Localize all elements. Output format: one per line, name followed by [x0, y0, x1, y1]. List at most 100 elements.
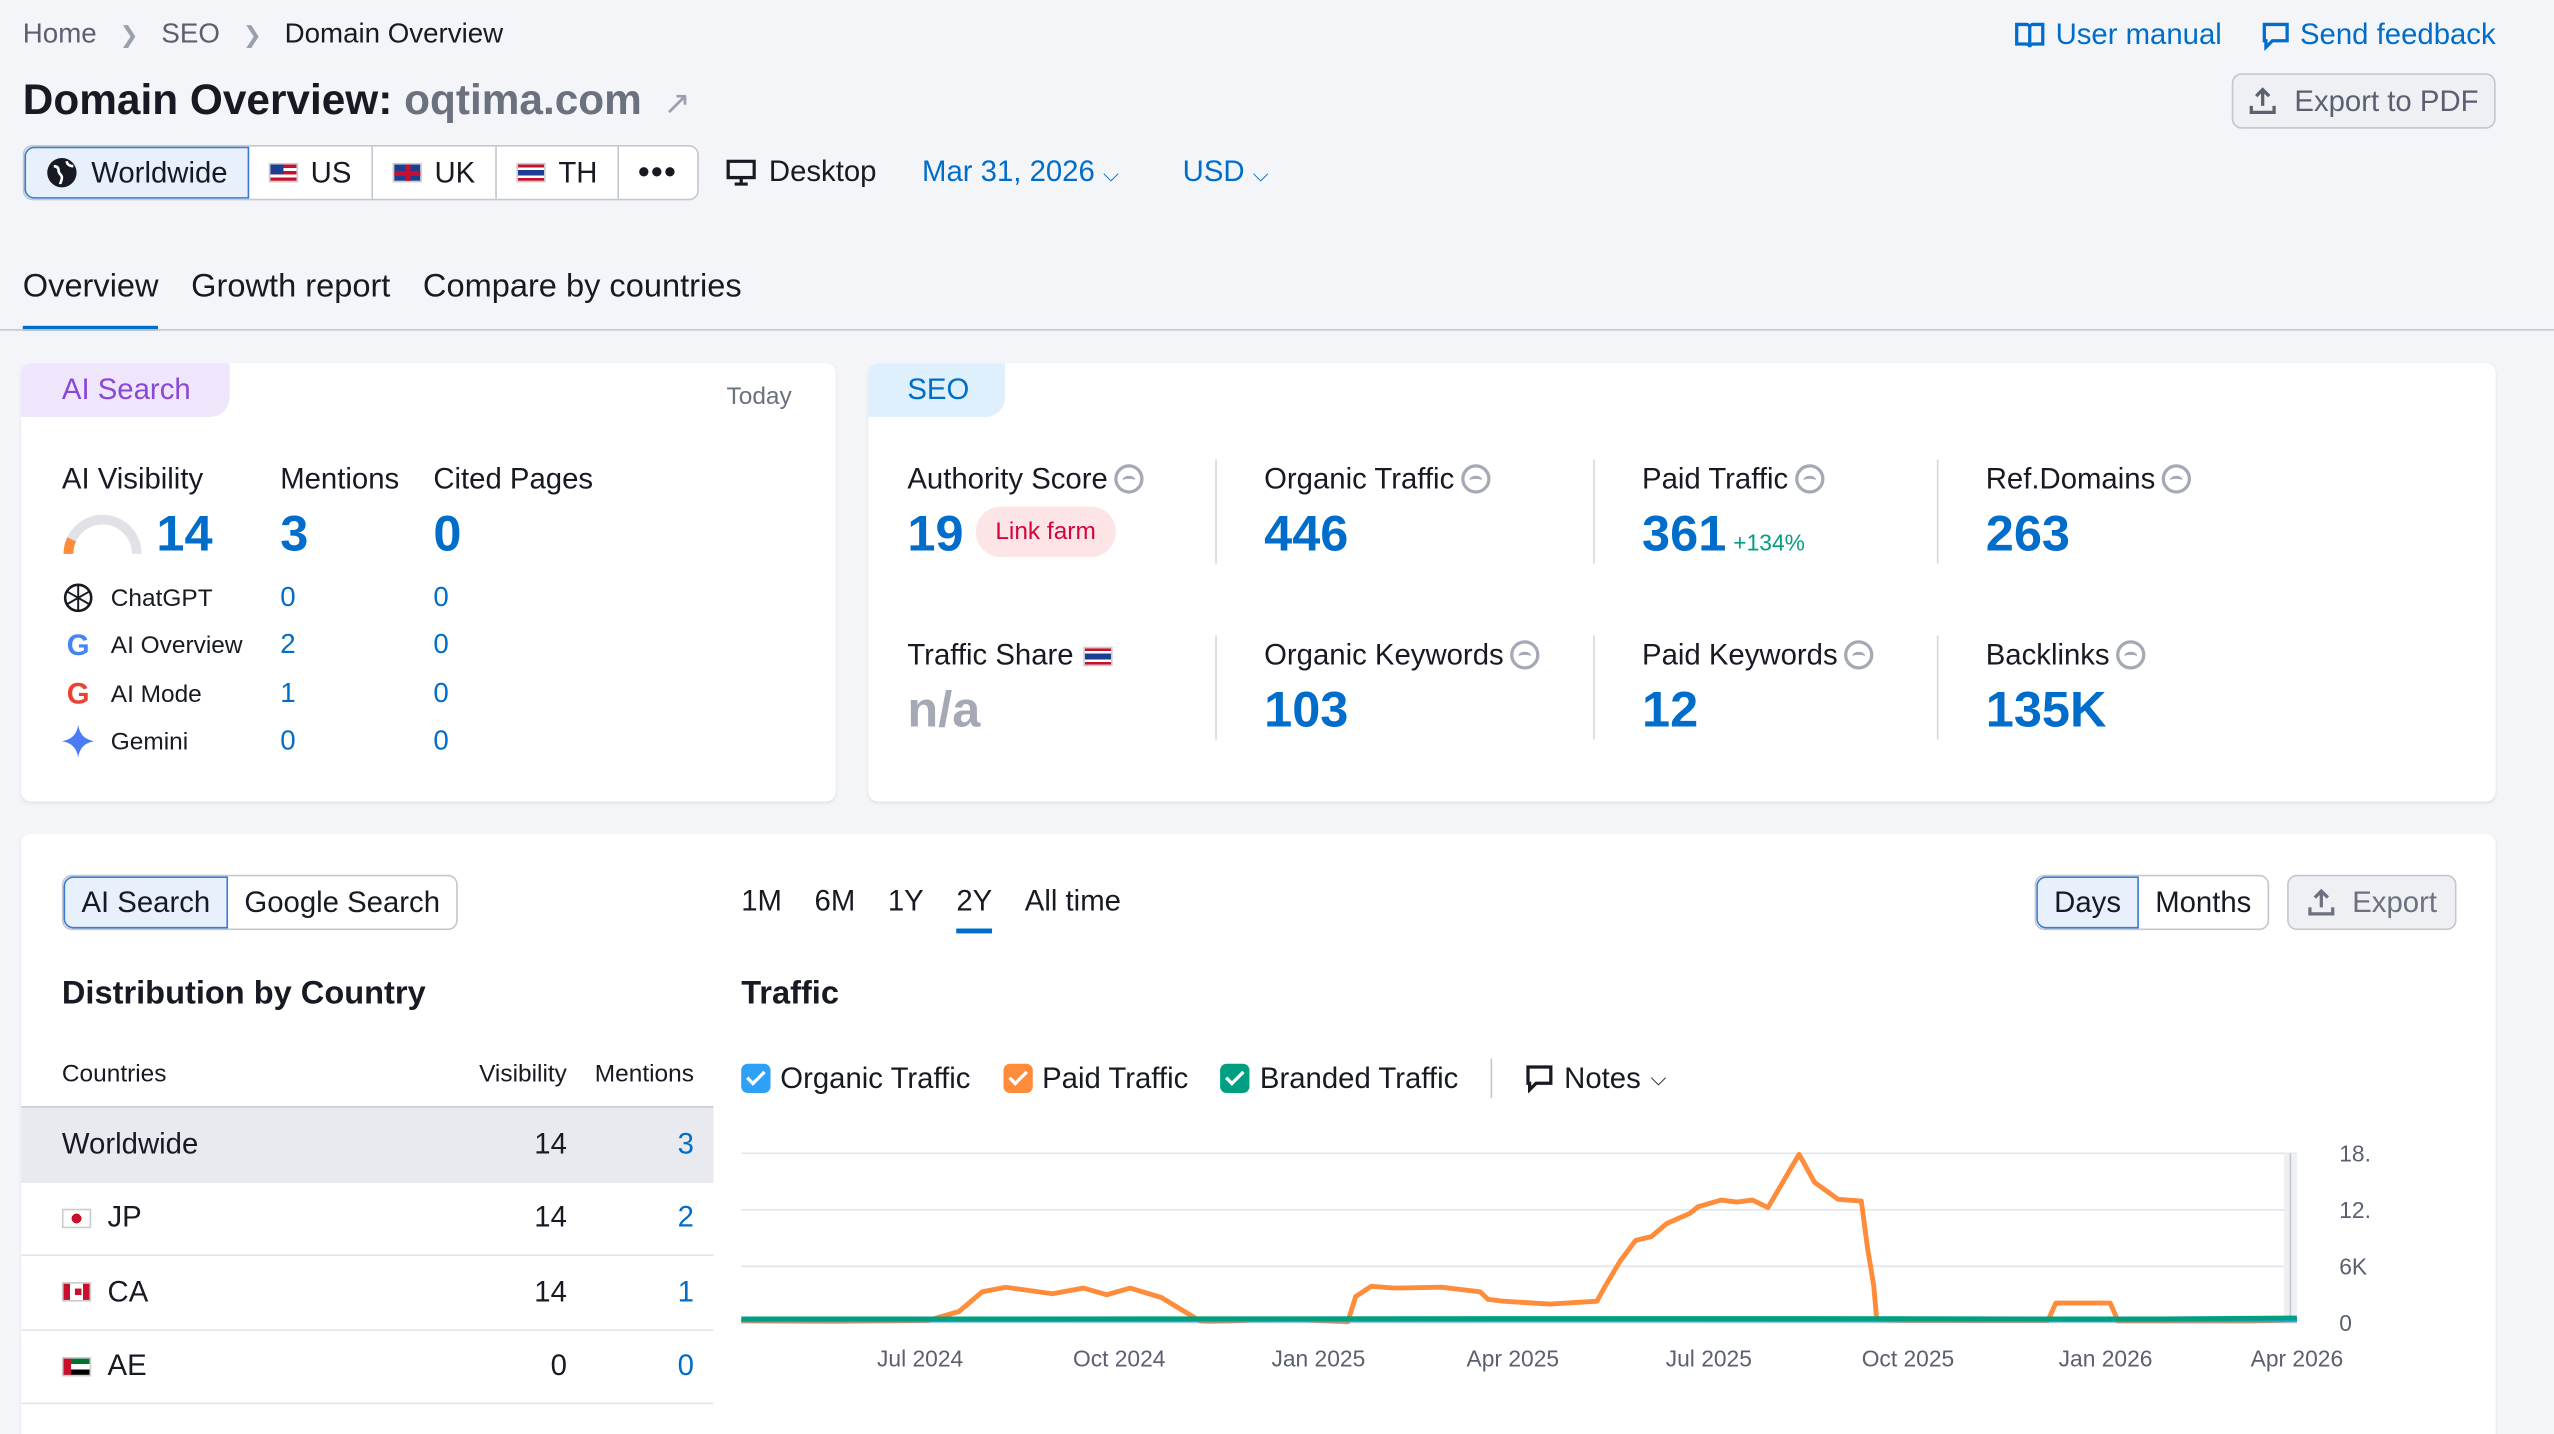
legend-organic-traffic[interactable]: Organic Traffic: [741, 1061, 970, 1095]
distribution-title: Distribution by Country: [61, 975, 426, 1012]
visibility-gauge-icon: [63, 514, 142, 555]
toggle-months[interactable]: Months: [2155, 885, 2252, 918]
ai-row-chatgpt: ChatGPT: [62, 582, 213, 615]
table-row[interactable]: JP 14 2: [21, 1182, 714, 1256]
db-tab-th[interactable]: TH: [496, 146, 619, 199]
toggle-google-search[interactable]: Google Search: [244, 885, 441, 918]
toggle-ai-search[interactable]: AI Search: [63, 876, 229, 929]
ai-row-mentions[interactable]: 0: [280, 581, 296, 613]
user-manual-link[interactable]: User manual: [2013, 18, 2222, 52]
tab-compare-countries[interactable]: Compare by countries: [422, 268, 742, 305]
toggle-days[interactable]: Days: [2036, 876, 2139, 929]
date-selector[interactable]: Mar 31, 2026 ⌵: [922, 155, 1119, 189]
breadcrumb-home[interactable]: Home: [22, 17, 97, 49]
export-pdf-button[interactable]: Export to PDF: [2231, 73, 2496, 129]
organic-keywords-value[interactable]: 103: [1264, 680, 1349, 738]
row-mentions[interactable]: 2: [677, 1200, 694, 1234]
db-tab-uk[interactable]: UK: [373, 146, 497, 199]
series-line-paid-traffic[interactable]: [741, 1151, 2297, 1325]
row-country: JP: [107, 1200, 142, 1234]
ai-row-cited[interactable]: 0: [433, 724, 449, 756]
x-tick-label: Jul 2024: [877, 1346, 964, 1372]
traffic-chart[interactable]: 18.1K 12.1K 6K 0 Jul 2024 Oct 2024 Jan 2025 Apr…: [741, 1132, 2370, 1376]
ai-row-name: AI Mode: [110, 680, 202, 708]
table-row[interactable]: Worldwide 14 3: [21, 1107, 714, 1182]
paid-keywords-value[interactable]: 12: [1642, 680, 1699, 738]
info-icon[interactable]: [2116, 640, 2146, 670]
legend-branded-traffic[interactable]: Branded Traffic: [1220, 1061, 1459, 1095]
ai-visibility-label: AI Visibility: [61, 462, 204, 496]
table-header: Countries Visibility Mentions: [21, 1043, 714, 1108]
currency-selector[interactable]: USD ⌵: [1183, 155, 1269, 189]
backlinks-label: Backlinks: [1986, 639, 2146, 673]
row-visibility: 14: [534, 1275, 567, 1308]
period-1y[interactable]: 1Y: [887, 884, 924, 918]
tab-overview[interactable]: Overview: [22, 269, 159, 331]
info-icon[interactable]: [1844, 640, 1874, 670]
x-tick-label: Jul 2025: [1666, 1346, 1752, 1372]
metric-label: Organic Keywords: [1264, 638, 1504, 672]
metric-label: Authority Score: [907, 462, 1108, 496]
th-flag-icon: [1083, 645, 1113, 666]
more-icon: •••: [638, 153, 678, 190]
tab-growth-report[interactable]: Growth report: [191, 268, 391, 305]
backlinks-value[interactable]: 135K: [1985, 680, 2107, 738]
info-icon[interactable]: [1510, 640, 1540, 670]
paid-keywords-label: Paid Keywords: [1642, 639, 1874, 673]
mentions-value[interactable]: 3: [280, 504, 309, 563]
legend-paid-traffic[interactable]: Paid Traffic: [1003, 1061, 1188, 1095]
cited-pages-value[interactable]: 0: [433, 504, 462, 563]
series-line-branded-traffic[interactable]: [741, 1315, 2297, 1322]
mentions-label: Mentions: [280, 462, 400, 496]
info-icon[interactable]: [1460, 464, 1491, 494]
metric-label: Backlinks: [1985, 638, 2110, 672]
ai-row-mentions[interactable]: 0: [280, 724, 296, 756]
row-mentions[interactable]: 0: [677, 1349, 694, 1382]
ai-row-mentions[interactable]: 2: [280, 628, 296, 660]
period-6m[interactable]: 6M: [814, 884, 856, 918]
comment-icon: [2262, 21, 2289, 50]
send-feedback-label: Send feedback: [2299, 17, 2496, 51]
info-icon[interactable]: [1114, 464, 1144, 494]
traffic-share-value: n/a: [907, 680, 981, 738]
more-databases-button[interactable]: •••: [619, 147, 697, 199]
external-link-icon[interactable]: ↗: [663, 86, 691, 123]
legend-label: Branded Traffic: [1259, 1061, 1459, 1094]
row-country-cell: CA: [61, 1275, 437, 1309]
y-tick-label: 18.1K: [2339, 1140, 2370, 1166]
monitor-icon: [726, 158, 756, 185]
table-row[interactable]: CA 14 1: [21, 1256, 714, 1331]
ai-row-mentions[interactable]: 1: [280, 677, 296, 709]
book-icon: [2014, 21, 2045, 47]
ai-row-cited[interactable]: 0: [433, 628, 449, 660]
period-1m[interactable]: 1M: [741, 884, 782, 918]
row-visibility: 0: [550, 1349, 567, 1382]
row-mentions[interactable]: 1: [677, 1275, 694, 1308]
export-button[interactable]: Export: [2287, 874, 2457, 931]
db-tab-worldwide[interactable]: Worldwide: [24, 146, 249, 199]
notes-dropdown[interactable]: Notes ⌵: [1525, 1061, 1667, 1095]
table-row[interactable]: AE 0 0: [21, 1330, 714, 1405]
ai-row-cited[interactable]: 0: [433, 677, 449, 709]
ai-visibility-value[interactable]: 14: [156, 504, 213, 563]
country-table: Countries Visibility Mentions Worldwide …: [21, 1043, 714, 1405]
domain-name[interactable]: oqtima.com: [404, 74, 642, 124]
period-2y[interactable]: 2Y: [956, 885, 993, 934]
device-selector[interactable]: Desktop: [726, 155, 876, 189]
metric-label: Ref.Domains: [1985, 462, 2156, 496]
checkbox-icon: [1220, 1062, 1251, 1093]
db-tab-us[interactable]: US: [249, 146, 373, 199]
organic-traffic-value[interactable]: 446: [1264, 504, 1349, 563]
info-icon[interactable]: [1794, 464, 1825, 494]
period-all-time[interactable]: All time: [1024, 884, 1121, 918]
breadcrumb-seo[interactable]: SEO: [161, 17, 220, 49]
send-feedback-link[interactable]: Send feedback: [2261, 18, 2496, 52]
checkbox-icon: [741, 1062, 771, 1093]
row-mentions[interactable]: 3: [677, 1126, 694, 1160]
legend-label: Paid Traffic: [1042, 1061, 1189, 1094]
ref-domains-value[interactable]: 263: [1985, 504, 2071, 563]
info-icon[interactable]: [2161, 464, 2192, 494]
ai-row-cited[interactable]: 0: [433, 581, 449, 613]
paid-traffic-value[interactable]: 361: [1642, 504, 1727, 563]
authority-score-value[interactable]: 19: [907, 504, 964, 563]
